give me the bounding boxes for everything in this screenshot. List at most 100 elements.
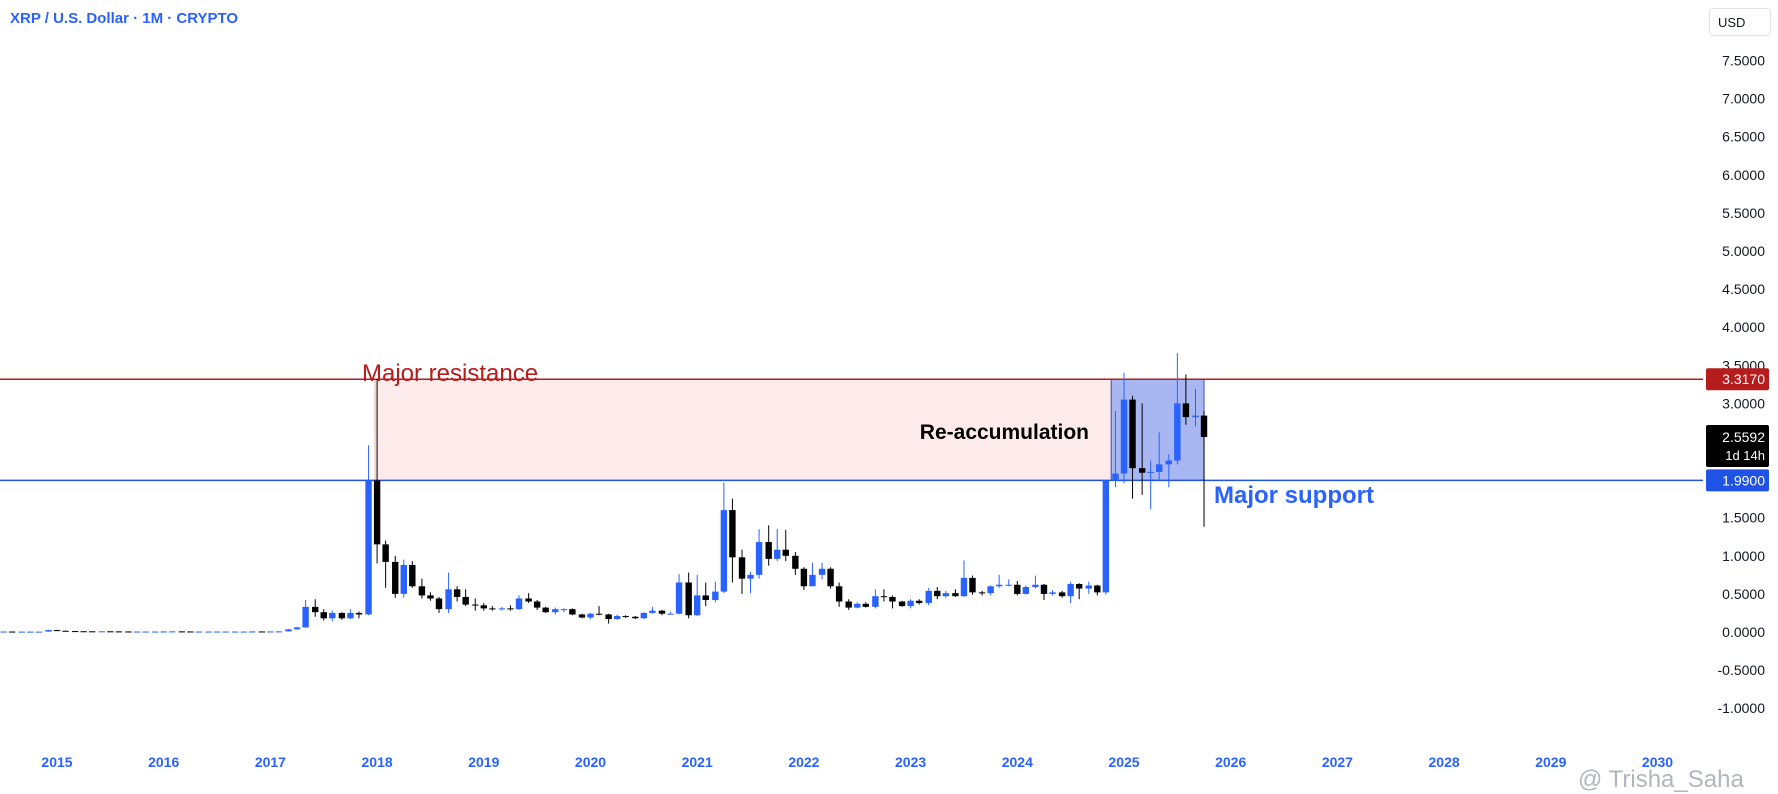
candle[interactable] (285, 628, 292, 632)
candle[interactable] (472, 598, 479, 611)
candle[interactable] (222, 631, 229, 633)
candle[interactable] (169, 631, 176, 633)
candle[interactable] (632, 615, 639, 620)
candle[interactable] (685, 572, 692, 619)
candle[interactable] (142, 631, 149, 633)
candle[interactable] (915, 599, 923, 605)
candle[interactable] (195, 631, 203, 633)
candle[interactable] (925, 587, 932, 606)
candle[interactable] (605, 613, 612, 624)
candle[interactable] (889, 595, 896, 609)
candle[interactable] (133, 631, 141, 633)
candle[interactable] (400, 559, 407, 598)
candle[interactable] (560, 608, 568, 613)
candle[interactable] (942, 590, 950, 598)
candle[interactable] (792, 551, 799, 575)
candle[interactable] (258, 631, 266, 633)
candle[interactable] (862, 602, 869, 608)
candle[interactable] (765, 525, 772, 566)
candle[interactable] (818, 562, 826, 580)
candle[interactable] (275, 631, 283, 633)
candle[interactable] (312, 599, 319, 617)
candle[interactable] (1147, 460, 1154, 510)
candle[interactable] (827, 567, 834, 589)
candle[interactable] (995, 574, 1003, 588)
candle[interactable] (302, 599, 309, 628)
candle[interactable] (622, 615, 629, 619)
candle[interactable] (480, 603, 487, 611)
candle[interactable] (98, 631, 106, 633)
candle[interactable] (525, 593, 532, 604)
candle[interactable] (774, 529, 781, 562)
candle[interactable] (1049, 590, 1056, 596)
candle[interactable] (898, 600, 906, 607)
candle[interactable] (1174, 353, 1181, 465)
candle[interactable] (952, 589, 959, 597)
candle[interactable] (0, 631, 7, 633)
candle[interactable] (507, 605, 514, 611)
candle[interactable] (578, 613, 586, 619)
currency-selector[interactable]: USD (1709, 8, 1771, 36)
candle[interactable] (1058, 590, 1066, 598)
candle[interactable] (533, 599, 541, 610)
candle[interactable] (747, 571, 754, 594)
candle[interactable] (694, 574, 701, 616)
candle[interactable] (1032, 575, 1039, 589)
candle[interactable] (1075, 583, 1083, 600)
candle[interactable] (835, 582, 843, 607)
candle[interactable] (8, 631, 16, 633)
candle[interactable] (1022, 585, 1030, 595)
candle[interactable] (809, 562, 816, 587)
candle[interactable] (1120, 372, 1128, 484)
candle[interactable] (498, 606, 506, 611)
candle[interactable] (418, 578, 426, 599)
candle[interactable] (880, 589, 888, 602)
candle[interactable] (1040, 583, 1048, 600)
candle[interactable] (649, 606, 656, 614)
candle[interactable] (107, 631, 114, 633)
candle[interactable] (115, 631, 123, 633)
candle[interactable] (80, 631, 87, 633)
candle[interactable] (489, 606, 496, 611)
candle[interactable] (1192, 388, 1199, 427)
candle[interactable] (35, 631, 43, 633)
candle[interactable] (960, 560, 968, 597)
candle[interactable] (854, 602, 861, 609)
candle[interactable] (729, 498, 736, 583)
candle[interactable] (71, 630, 79, 633)
candle[interactable] (231, 631, 239, 633)
candle[interactable] (987, 585, 994, 596)
candle[interactable] (800, 567, 808, 591)
candle[interactable] (338, 612, 346, 620)
candle[interactable] (365, 445, 372, 616)
candle[interactable] (712, 581, 719, 603)
candle[interactable] (293, 626, 301, 630)
candle[interactable] (427, 592, 434, 601)
candle[interactable] (355, 611, 363, 619)
candle[interactable] (515, 595, 523, 610)
candle[interactable] (675, 574, 683, 615)
candle[interactable] (409, 561, 416, 588)
candle[interactable] (1165, 454, 1173, 488)
candle[interactable] (462, 589, 469, 607)
candle[interactable] (213, 631, 221, 633)
candle[interactable] (18, 631, 25, 633)
candle[interactable] (595, 606, 603, 616)
candle[interactable] (240, 631, 247, 633)
candle[interactable] (755, 529, 763, 579)
candle[interactable] (978, 590, 986, 596)
candle[interactable] (1129, 395, 1136, 499)
candle[interactable] (320, 609, 327, 621)
candle[interactable] (587, 612, 594, 620)
candle[interactable] (1005, 579, 1012, 587)
candle[interactable] (249, 631, 256, 633)
candle[interactable] (552, 607, 559, 615)
candle[interactable] (872, 589, 879, 609)
candle[interactable] (187, 631, 194, 633)
candle[interactable] (969, 575, 976, 595)
candle[interactable] (151, 631, 159, 633)
candle[interactable] (445, 572, 452, 613)
candle[interactable] (613, 614, 621, 620)
candle[interactable] (1182, 374, 1190, 425)
